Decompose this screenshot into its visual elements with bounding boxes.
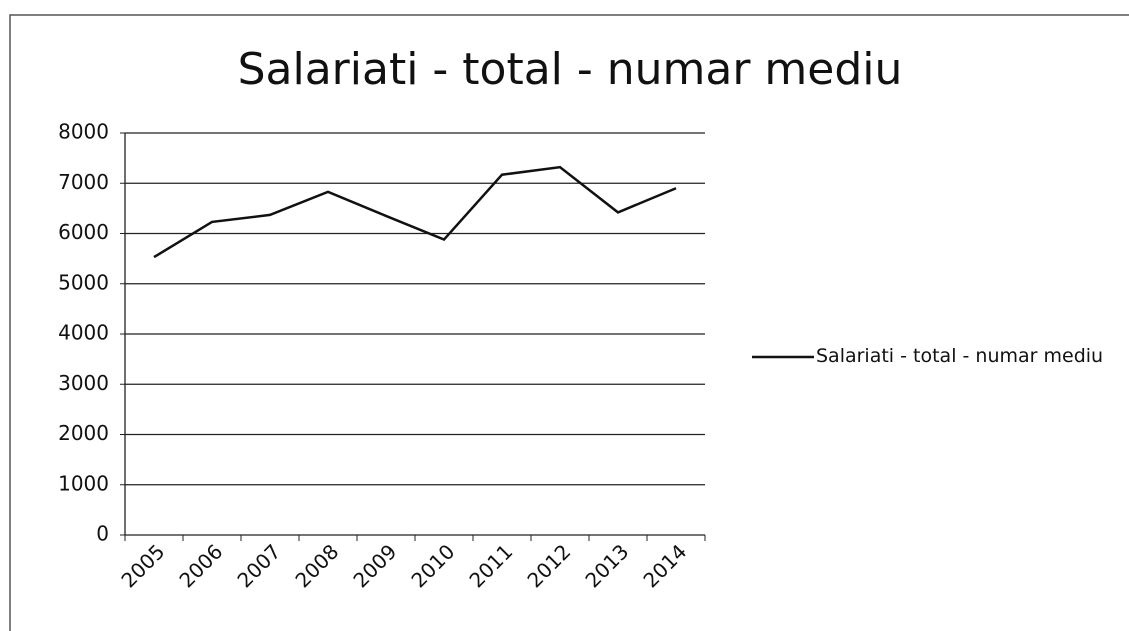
x-tick-label: 2005 <box>116 539 169 592</box>
y-tick-label: 4000 <box>58 321 109 345</box>
x-tick-label: 2013 <box>580 539 633 592</box>
y-tick-label: 8000 <box>58 120 109 144</box>
y-tick-label: 0 <box>96 522 109 546</box>
x-tick-label: 2009 <box>348 539 401 592</box>
y-tick-label: 7000 <box>58 170 109 194</box>
y-tick-label: 3000 <box>58 371 109 395</box>
x-tick-label: 2006 <box>174 539 227 592</box>
chart-title: Salariati - total - numar mediu <box>238 44 903 95</box>
y-tick-label: 1000 <box>58 471 109 495</box>
series-line <box>153 165 677 259</box>
x-tick-label: 2008 <box>290 539 343 592</box>
x-tick-label: 2010 <box>406 539 459 592</box>
x-tick-label: 2011 <box>464 539 517 592</box>
legend-label: Salariati - total - numar mediu <box>816 345 1104 367</box>
x-tick-label: 2007 <box>232 539 285 592</box>
x-tick-label: 2014 <box>638 539 691 592</box>
y-tick-label: 2000 <box>58 421 109 445</box>
chart-frame <box>9 14 1129 631</box>
y-tick-label: 6000 <box>58 220 109 244</box>
x-tick-label: 2012 <box>522 539 575 592</box>
y-tick-label: 5000 <box>58 270 109 294</box>
